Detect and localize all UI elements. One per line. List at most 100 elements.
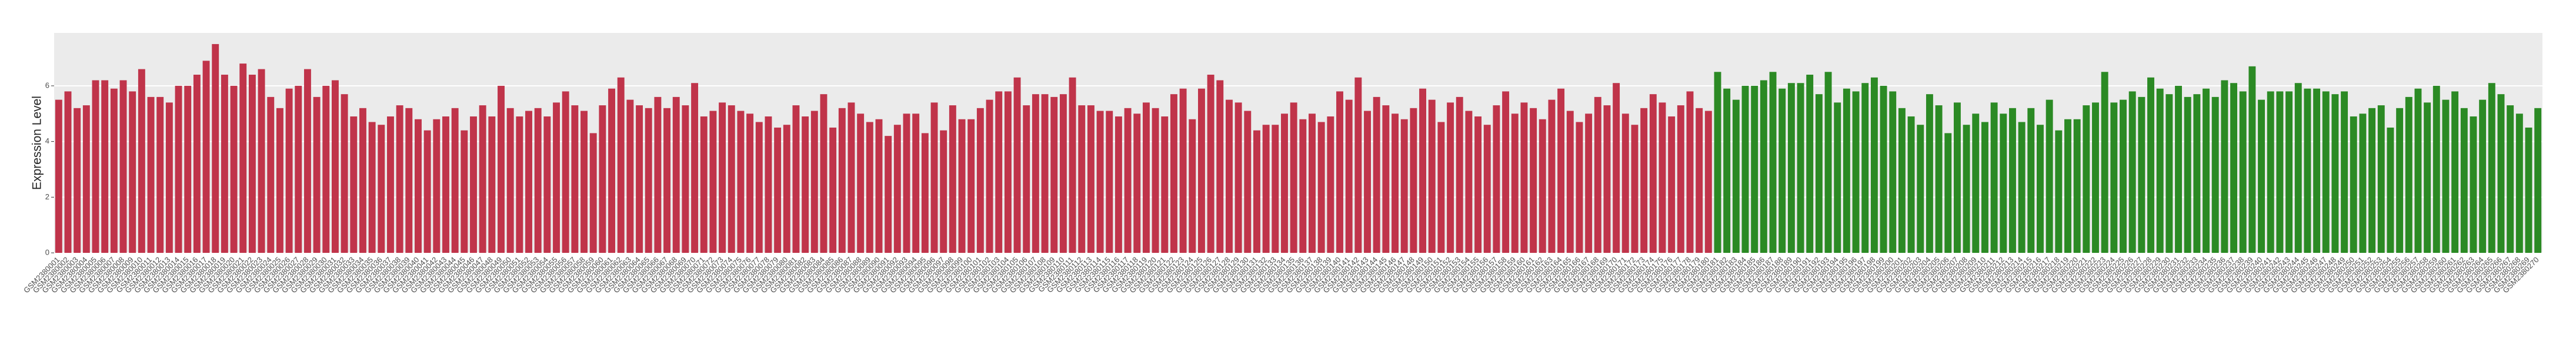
bar bbox=[976, 108, 984, 253]
bar bbox=[488, 116, 496, 253]
bar bbox=[258, 69, 265, 253]
bar bbox=[101, 80, 109, 253]
bar bbox=[405, 108, 413, 253]
bar bbox=[636, 105, 643, 253]
bar bbox=[2239, 91, 2247, 253]
bar bbox=[903, 113, 910, 253]
bar bbox=[1557, 88, 1565, 253]
bar bbox=[1161, 116, 1169, 253]
bar bbox=[838, 108, 846, 253]
bar bbox=[1649, 94, 1657, 253]
bar bbox=[2515, 113, 2523, 253]
bar bbox=[2534, 108, 2542, 253]
bar bbox=[1613, 83, 1620, 253]
bar bbox=[331, 80, 339, 253]
bar bbox=[534, 108, 542, 253]
bar bbox=[1548, 99, 1556, 253]
bar bbox=[608, 88, 616, 253]
bar bbox=[2175, 85, 2182, 253]
bar bbox=[663, 108, 671, 253]
bar bbox=[571, 105, 579, 253]
bar bbox=[1778, 88, 1786, 253]
bar bbox=[1696, 108, 1703, 253]
bar bbox=[1299, 119, 1307, 253]
bar bbox=[654, 96, 662, 253]
bar bbox=[479, 105, 486, 253]
bar bbox=[2507, 105, 2514, 253]
bar bbox=[1124, 108, 1132, 253]
bar bbox=[1262, 125, 1270, 253]
bar bbox=[792, 105, 800, 253]
bar bbox=[719, 102, 726, 253]
bar bbox=[2432, 85, 2440, 253]
bar bbox=[543, 116, 551, 253]
bar bbox=[1907, 116, 1915, 253]
bar bbox=[1106, 111, 1113, 253]
bar bbox=[820, 94, 827, 253]
bar bbox=[2120, 99, 2127, 253]
bar bbox=[1354, 77, 1362, 253]
bar bbox=[1474, 116, 1482, 253]
bar bbox=[1327, 116, 1334, 253]
bar bbox=[2442, 99, 2450, 253]
bar bbox=[295, 85, 302, 253]
panel bbox=[54, 33, 2542, 253]
bar bbox=[2037, 125, 2044, 253]
bar bbox=[1898, 108, 1906, 253]
bar bbox=[230, 85, 238, 253]
bar bbox=[2525, 127, 2532, 253]
bar bbox=[1115, 116, 1122, 253]
bar bbox=[461, 130, 468, 253]
bar bbox=[165, 102, 173, 253]
bar bbox=[92, 80, 99, 253]
bar bbox=[2331, 94, 2339, 253]
bar bbox=[728, 105, 735, 253]
bar bbox=[1087, 105, 1095, 253]
bar bbox=[1935, 105, 1943, 253]
bar bbox=[1410, 108, 1417, 253]
bar bbox=[2083, 105, 2090, 253]
bar bbox=[1419, 88, 1427, 253]
bar bbox=[682, 105, 689, 253]
bar bbox=[1437, 122, 1445, 253]
bar bbox=[239, 64, 247, 253]
bar bbox=[2193, 94, 2201, 253]
bar bbox=[1797, 83, 1804, 253]
bar bbox=[1981, 122, 1988, 253]
bar bbox=[580, 111, 588, 253]
bar bbox=[1465, 111, 1473, 253]
bar bbox=[423, 130, 431, 253]
bar bbox=[1834, 102, 1841, 253]
bar bbox=[1013, 77, 1021, 253]
bar bbox=[1041, 94, 1049, 253]
bar bbox=[2046, 99, 2053, 253]
bar bbox=[2101, 72, 2108, 253]
bar bbox=[2276, 91, 2284, 253]
bar bbox=[2110, 102, 2118, 253]
bar bbox=[451, 108, 459, 253]
bar bbox=[2092, 102, 2099, 253]
bar bbox=[175, 85, 182, 253]
bar bbox=[1917, 125, 1924, 253]
bar bbox=[1953, 102, 1961, 253]
bar bbox=[589, 133, 597, 253]
bar bbox=[1668, 116, 1676, 253]
bar bbox=[1889, 91, 1897, 253]
bar bbox=[1364, 111, 1371, 253]
bar bbox=[1493, 105, 1500, 253]
bar bbox=[949, 105, 956, 253]
bar bbox=[212, 44, 219, 253]
bar bbox=[2027, 108, 2035, 253]
bar bbox=[1059, 94, 1067, 253]
bar bbox=[2073, 119, 2081, 253]
bar bbox=[1023, 105, 1030, 253]
bar bbox=[359, 108, 366, 253]
bar bbox=[875, 119, 883, 253]
bar bbox=[940, 130, 947, 253]
bar bbox=[617, 77, 625, 253]
bar bbox=[1990, 102, 1998, 253]
bar bbox=[110, 88, 118, 253]
bar bbox=[1234, 102, 1242, 253]
bar bbox=[2165, 94, 2173, 253]
